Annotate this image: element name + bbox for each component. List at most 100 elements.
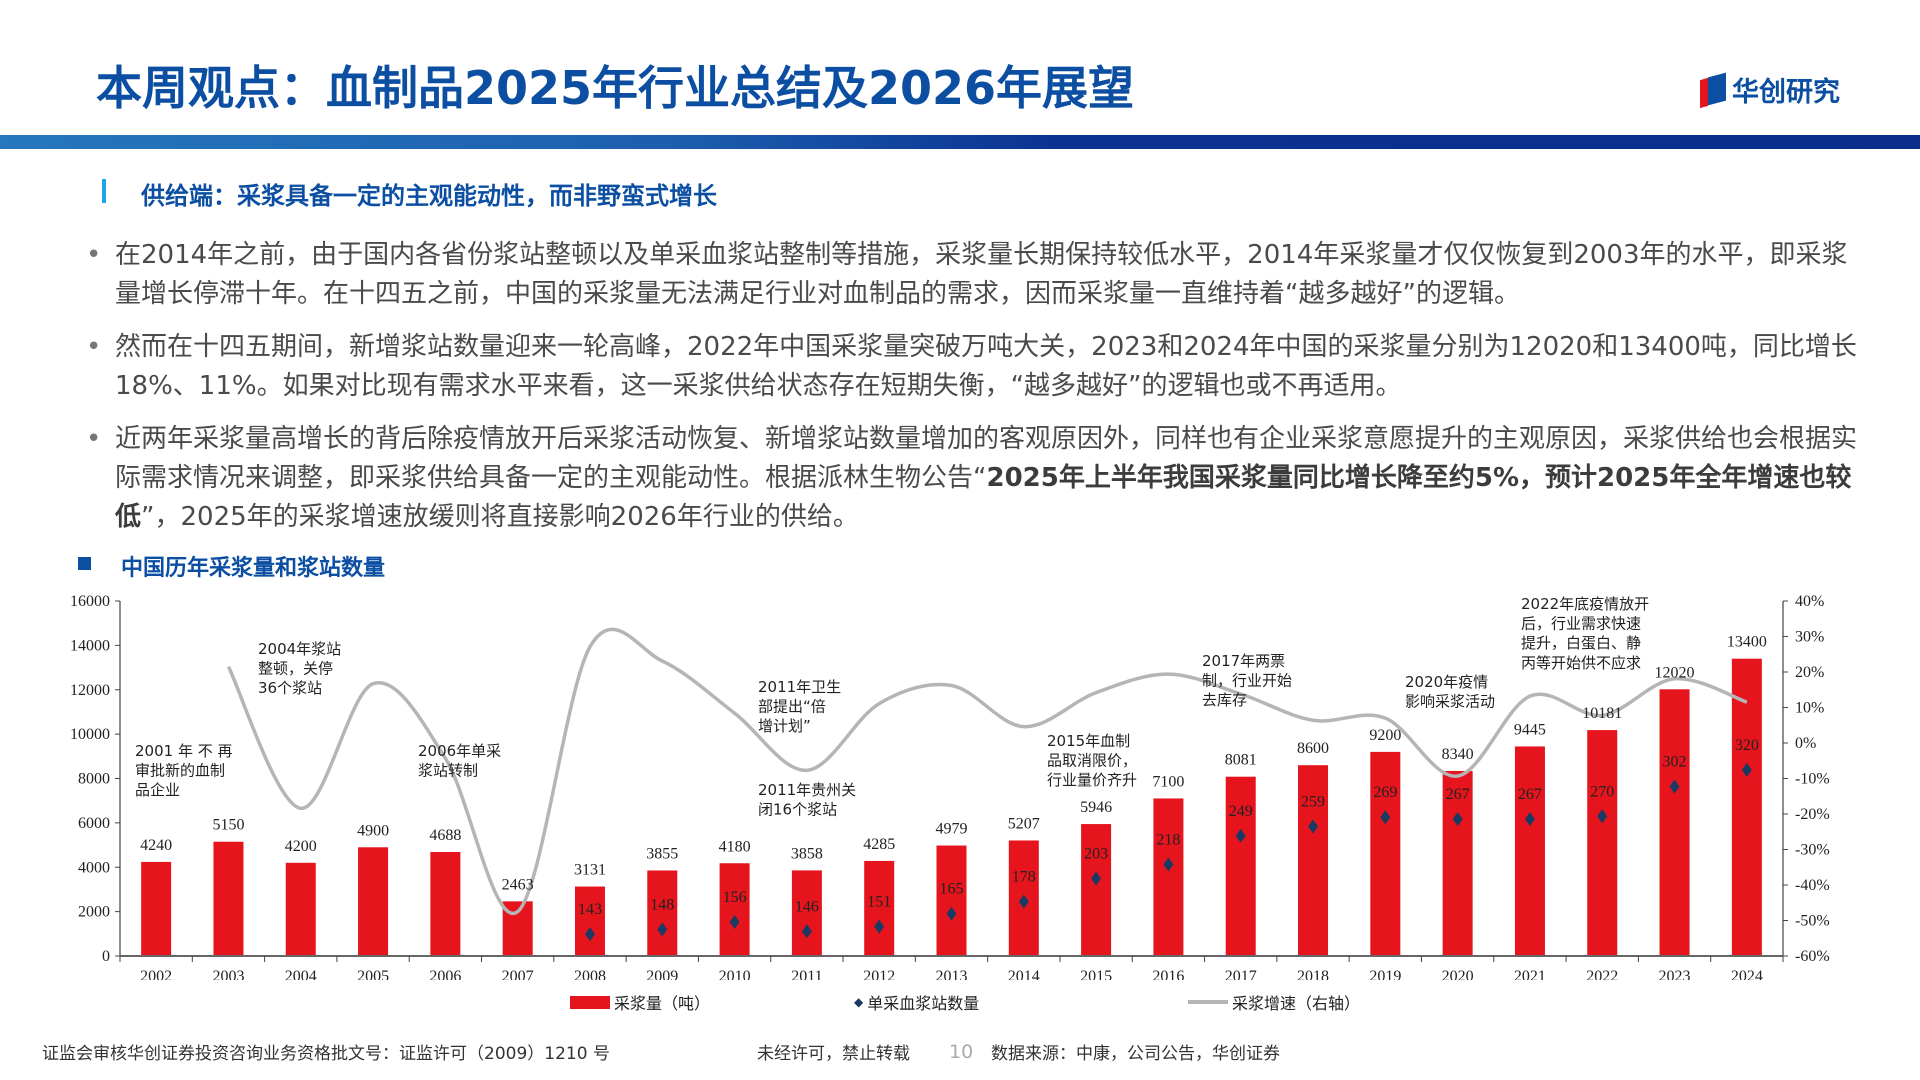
station-value-label: 267 <box>1518 786 1542 803</box>
station-value-label: 178 <box>1012 869 1036 886</box>
x-tick-label: 2003 <box>212 968 244 980</box>
bar-2005 <box>358 847 389 956</box>
bar-2018 <box>1298 765 1329 956</box>
annotation-text: 2022年底疫情放开 <box>1521 595 1649 613</box>
bullet-item: • 近两年采浆量高增长的背后除疫情放开后采浆活动恢复、新增浆站数量增加的客观原因外… <box>86 424 1858 532</box>
bar-value-label: 4979 <box>936 821 968 838</box>
annotation-text: 2004年浆站 <box>258 640 341 658</box>
bar-value-label: 10181 <box>1582 705 1622 722</box>
station-value-label: 156 <box>723 889 747 906</box>
right-tick-label: 30% <box>1795 629 1824 646</box>
chart-title: 中国历年采浆量和浆站数量 <box>121 556 386 581</box>
bar-2019 <box>1370 751 1401 956</box>
x-tick-label: 2020 <box>1442 968 1474 980</box>
bar-value-label: 4900 <box>357 822 389 839</box>
x-tick-label: 2018 <box>1297 968 1329 980</box>
bar-2012 <box>864 860 895 956</box>
station-value-label: 165 <box>940 881 964 898</box>
bullet-text: 近两年采浆量高增长的背后除疫情放开后采浆活动恢复、新增浆站数量增加的客观原因外，… <box>115 424 1858 493</box>
legend-item-stations: ◆ 单采血浆站数量 <box>854 990 979 1014</box>
bar-2024 <box>1731 658 1762 956</box>
bullet-text: 在2014年之前，由于国内各省份浆站整顿以及单采血浆站整制等措施，采浆量长期保持… <box>115 240 1848 309</box>
bar-value-label: 4240 <box>140 837 172 854</box>
bar-2022 <box>1587 730 1618 956</box>
station-marker-2009 <box>657 922 668 937</box>
annotation-text: 2015年血制 <box>1047 732 1130 750</box>
annotation-text: 审批新的血制 <box>135 762 225 780</box>
annotation-text: 2020年疫情 <box>1405 673 1488 691</box>
bar-2002 <box>141 861 172 956</box>
footer-notice: 未经许可，禁止转载 <box>757 1044 910 1064</box>
station-value-label: 270 <box>1590 783 1614 800</box>
station-marker-2022 <box>1597 809 1608 824</box>
bar-value-label: 13400 <box>1727 634 1767 651</box>
annotation-text: 行业量价齐升 <box>1047 771 1137 789</box>
legend-bar-swatch <box>570 995 610 1009</box>
bar-value-label: 7100 <box>1152 773 1184 790</box>
page-number: 10 <box>949 1041 974 1063</box>
x-tick-label: 2006 <box>429 968 461 980</box>
bar-2015 <box>1081 824 1112 956</box>
annotation-text: 36个浆站 <box>258 679 322 697</box>
annotation-text: 提升，白蛋白、静 <box>1521 634 1641 652</box>
left-tick-label: 6000 <box>78 815 110 832</box>
bullet-item: • 然而在十四五期间，新增浆站数量迎来一轮高峰，2022年中国采浆量突破万吨大关，… <box>86 332 1857 401</box>
annotation-text: 部提出“倍 <box>758 698 826 716</box>
station-marker-2023 <box>1669 779 1680 794</box>
station-marker-2013 <box>946 906 957 921</box>
bullet-item: • 在2014年之前，由于国内各省份浆站整顿以及单采血浆站整制等措施，采浆量长期保… <box>86 240 1848 309</box>
bar-2023 <box>1659 689 1690 956</box>
annotation-text: 去库存 <box>1202 691 1247 709</box>
x-tick-label: 2008 <box>574 968 606 980</box>
bar-2006 <box>430 851 461 956</box>
bar-value-label: 2463 <box>502 876 534 893</box>
brand-logo: 华创研究 <box>1700 70 1840 109</box>
diamond-icon: ◆ <box>854 995 864 1009</box>
bar-2008 <box>574 886 605 956</box>
legend-item-volume: 采浆量（吨） <box>570 990 710 1014</box>
annotation-text: 品取消限价， <box>1047 752 1137 770</box>
x-tick-label: 2014 <box>1008 968 1040 980</box>
bar-2010 <box>719 863 750 956</box>
x-tick-label: 2024 <box>1731 968 1763 980</box>
x-tick-label: 2021 <box>1514 968 1546 980</box>
annotation-text: 增计划” <box>758 717 811 735</box>
bar-2020 <box>1442 770 1473 956</box>
station-marker-2024 <box>1741 762 1752 777</box>
logo-icon <box>1700 72 1726 108</box>
station-marker-2018 <box>1308 819 1319 834</box>
bar-value-label: 9200 <box>1369 727 1401 744</box>
x-tick-label: 2010 <box>719 968 751 980</box>
annotation-text: 2017年两票 <box>1202 652 1285 670</box>
legend-label: 单采血浆站数量 <box>867 994 980 1013</box>
bar-value-label: 4688 <box>429 827 461 844</box>
left-tick-label: 12000 <box>70 682 110 699</box>
section-subtitle: 供给端：采浆具备一定的主观能动性，而非野蛮式增长 <box>141 182 717 210</box>
bullet-text: 然而在十四五期间，新增浆站数量迎来一轮高峰，2022年中国采浆量突破万吨大关，2… <box>115 332 1857 401</box>
bar-2011 <box>791 870 822 956</box>
right-tick-label: 0% <box>1795 735 1816 752</box>
bar-value-label: 8081 <box>1225 752 1257 769</box>
station-value-label: 259 <box>1301 794 1325 811</box>
station-value-label: 218 <box>1156 832 1180 849</box>
bar-2003 <box>213 841 244 956</box>
station-marker-2016 <box>1163 857 1174 872</box>
station-marker-2014 <box>1018 894 1029 909</box>
station-value-label: 249 <box>1229 803 1253 820</box>
x-tick-label: 2007 <box>502 968 534 980</box>
bullet-list: • 在2014年之前，由于国内各省份浆站整顿以及单采血浆站整制等措施，采浆量长期保… <box>82 236 1862 551</box>
x-tick-label: 2015 <box>1080 968 1112 980</box>
left-tick-label: 16000 <box>70 593 110 610</box>
subtitle-marker <box>102 179 106 203</box>
station-value-label: 320 <box>1735 737 1759 754</box>
annotation-text: 闭16个浆站 <box>758 801 837 819</box>
station-value-label: 148 <box>650 896 674 913</box>
station-marker-2019 <box>1380 810 1391 825</box>
annotation-text: 品企业 <box>135 781 180 799</box>
bar-value-label: 5946 <box>1080 799 1112 816</box>
right-tick-label: -30% <box>1795 842 1830 859</box>
station-value-label: 146 <box>795 898 819 915</box>
bar-value-label: 8600 <box>1297 740 1329 757</box>
legend-label: 采浆量（吨） <box>614 994 711 1013</box>
bar-value-label: 4200 <box>285 838 317 855</box>
